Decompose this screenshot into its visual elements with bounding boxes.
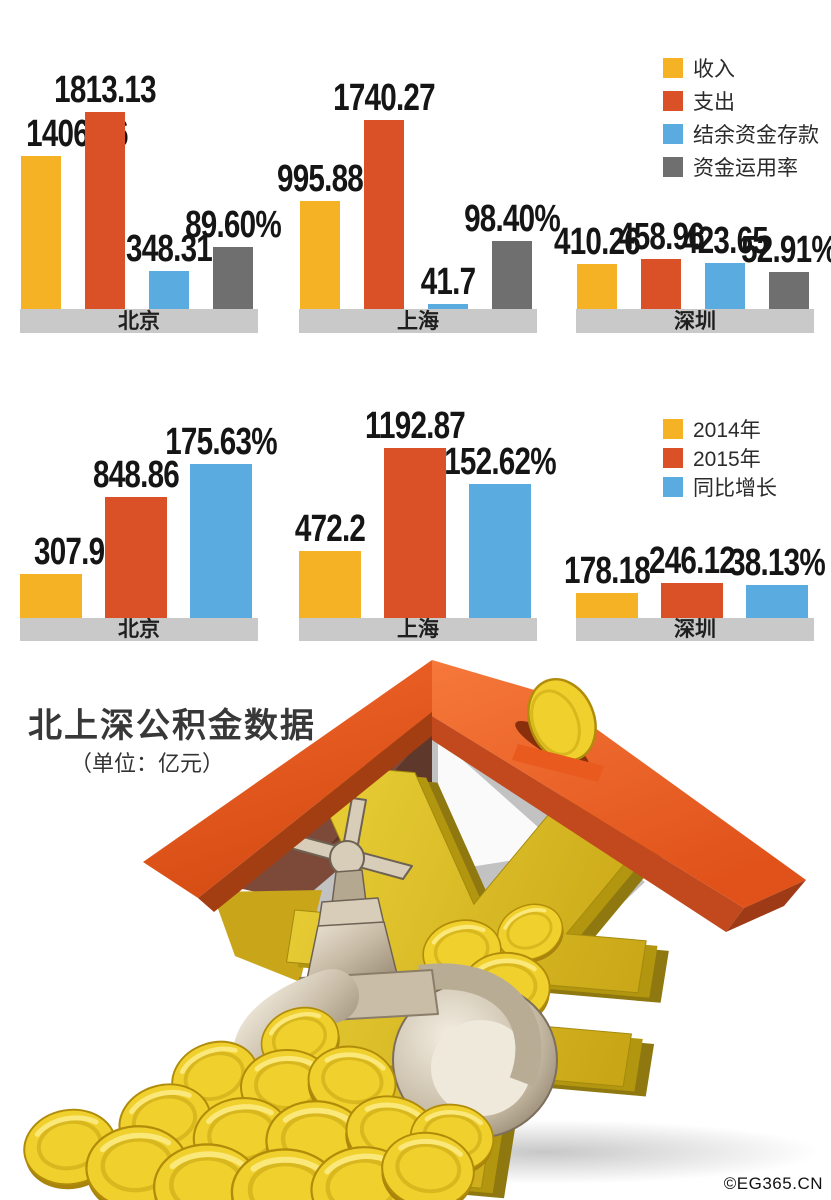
bar <box>746 585 808 618</box>
category-label: 深圳 <box>674 618 716 641</box>
bar-value-label: 848.86 <box>93 454 180 496</box>
bar <box>85 112 125 309</box>
legend-swatch <box>663 419 683 439</box>
category-band <box>20 309 258 333</box>
category-band <box>576 309 814 333</box>
chart-2-title-pill: 2014年-2015年公积金个人住房贷款发放额情况 <box>168 366 672 392</box>
legend-label: 收入 <box>693 58 735 81</box>
legend-swatch <box>663 58 683 78</box>
bar-value-label: 458.96 <box>618 216 705 258</box>
category-band <box>299 309 537 333</box>
bar <box>769 272 809 309</box>
bar <box>661 583 723 618</box>
legend-swatch <box>663 477 683 497</box>
legend-swatch <box>663 448 683 468</box>
bar <box>213 247 253 309</box>
bar <box>20 574 82 618</box>
legend-label: 支出 <box>693 91 735 114</box>
bar-value-label: 472.2 <box>294 508 366 550</box>
page-title: 北上深公积金数据 <box>28 707 316 745</box>
bar <box>577 264 617 309</box>
bar-value-label: 175.63% <box>165 421 277 463</box>
legend-item: 结余资金存款 <box>663 119 819 149</box>
bar <box>364 120 404 309</box>
category-band <box>576 618 814 641</box>
legend-item: 2015年 <box>663 443 761 473</box>
category-label: 上海 <box>397 310 439 333</box>
legend-item: 收入 <box>663 53 735 83</box>
legend-label: 2015年 <box>693 448 761 471</box>
bar <box>384 448 446 618</box>
category-band <box>20 618 258 641</box>
bar <box>299 551 361 618</box>
legend-swatch <box>663 91 683 111</box>
bar-value-label: 1192.87 <box>364 405 466 447</box>
category-label: 深圳 <box>674 310 716 333</box>
bar-value-label: 89.60% <box>185 204 282 246</box>
bar <box>300 201 340 309</box>
bar-value-label: 246.12 <box>649 540 736 582</box>
bar <box>149 271 189 309</box>
bar-value-label: 348.31 <box>126 228 213 270</box>
category-label: 北京 <box>118 618 160 641</box>
bar <box>190 464 252 618</box>
bar <box>641 259 681 309</box>
bar <box>428 304 468 309</box>
bar <box>492 241 532 309</box>
bar-value-label: 1740.27 <box>333 77 435 119</box>
bar-value-label: 178.18 <box>564 550 651 592</box>
house-yuan-faucet-illustration: ¥ ¥ ¥ <box>0 653 820 1200</box>
category-band <box>299 618 537 641</box>
bar-value-label: 38.13% <box>729 542 826 584</box>
bar-value-label: 98.40% <box>464 198 561 240</box>
category-label: 上海 <box>397 618 439 641</box>
bar-value-label: 410.26 <box>554 221 641 263</box>
legend-swatch <box>663 157 683 177</box>
legend-label: 2014年 <box>693 419 761 442</box>
bar <box>469 484 531 618</box>
legend-item: 资金运用率 <box>663 152 798 182</box>
legend-item: 同比增长 <box>663 472 777 502</box>
bar <box>21 156 61 309</box>
credit: ©EG365.CN <box>723 1174 823 1193</box>
coin-slot-with-coin <box>512 678 604 782</box>
bar-value-label: 152.62% <box>444 441 556 483</box>
bar <box>105 497 167 618</box>
legend-item: 2014年 <box>663 414 761 444</box>
bar-value-label: 1813.13 <box>54 69 156 111</box>
chart-1-title-pill: 2015年收支及年末资金结余情况 <box>245 42 590 68</box>
legend-label: 资金运用率 <box>693 157 798 180</box>
bar-value-label: 52.91% <box>741 229 831 271</box>
legend-label: 结余资金存款 <box>693 124 819 147</box>
legend-item: 支出 <box>663 86 735 116</box>
bar <box>576 593 638 618</box>
legend-label: 同比增长 <box>693 477 777 500</box>
unit-note: （单位：亿元） <box>70 751 225 776</box>
bar-value-label: 423.65 <box>682 220 769 262</box>
legend-swatch <box>663 124 683 144</box>
bar-value-label: 995.88 <box>277 158 364 200</box>
category-label: 北京 <box>118 310 160 333</box>
bar <box>705 263 745 309</box>
bar-value-label: 41.7 <box>420 261 476 303</box>
